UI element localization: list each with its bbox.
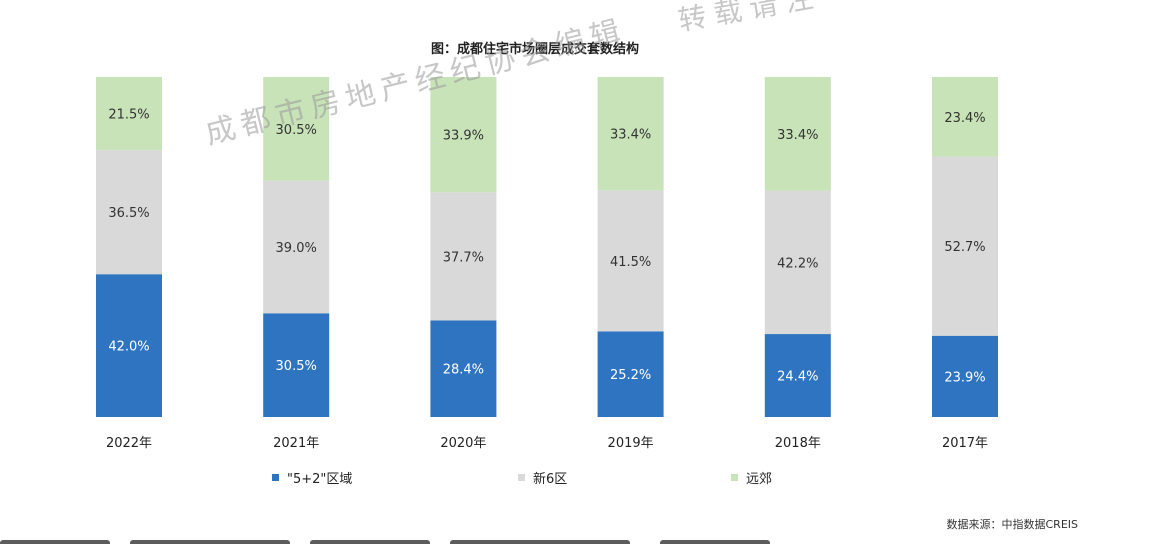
bar-segment-1-4: [764, 190, 831, 335]
data-label: 36.5%: [108, 206, 149, 221]
x-axis-labels: 2022年 2021年 2020年 2019年 2018年 2017年: [106, 436, 988, 451]
bar-segment-1-5: [932, 156, 998, 336]
bar-segment-0-0: [96, 274, 162, 417]
x-tick-label: 2019年: [608, 436, 654, 451]
data-label: 33.4%: [610, 128, 651, 143]
bar-segment-2-2: [430, 77, 497, 193]
data-label: 28.4%: [443, 363, 484, 378]
legend-label-0: "5+2"区域: [287, 472, 352, 487]
bar-segment-1-3: [597, 190, 664, 332]
data-label: 37.7%: [443, 250, 484, 265]
data-label: 33.9%: [443, 129, 484, 144]
data-label: 52.7%: [944, 240, 985, 255]
data-label: 33.4%: [777, 128, 818, 143]
bar-segment-0-3: [597, 331, 664, 417]
legend: "5+2"区域 新6区 远郊: [272, 471, 772, 487]
x-tick-label: 2021年: [273, 436, 319, 451]
bar-segment-0-5: [932, 335, 998, 417]
data-label: 39.0%: [276, 241, 317, 256]
source-note: 数据来源：中指数据CREIS: [947, 517, 1079, 531]
bars-group: 42.0% 36.5% 21.5% 30.5% 39.0% 30.5% 28.4% 37.7%…: [96, 77, 998, 417]
legend-label-1: 新6区: [533, 471, 567, 487]
legend-swatch-1: [518, 474, 525, 481]
bar-segment-1-2: [430, 192, 497, 321]
data-label: 42.2%: [777, 256, 818, 271]
bar-segment-2-0: [96, 77, 162, 151]
bar-segment-2-1: [263, 77, 330, 181]
data-label: 24.4%: [777, 370, 818, 385]
data-label: 23.4%: [944, 111, 985, 126]
bar-segment-0-2: [430, 320, 497, 417]
bar-segment-2-5: [932, 77, 998, 157]
data-label: 21.5%: [108, 108, 149, 123]
x-tick-label: 2022年: [106, 436, 152, 451]
data-label: 23.9%: [944, 370, 985, 385]
data-label: 25.2%: [610, 368, 651, 383]
data-label: 41.5%: [610, 255, 651, 270]
data-label: 30.5%: [276, 359, 317, 374]
data-label: 42.0%: [108, 340, 149, 355]
x-tick-label: 2017年: [942, 436, 988, 451]
chart-title: 图：成都住宅市场圈层成交套数结构: [431, 41, 639, 57]
legend-label-2: 远郊: [746, 471, 772, 487]
bar-segment-0-4: [764, 334, 831, 417]
bar-segment-1-0: [96, 150, 162, 275]
bar-segment-0-1: [263, 313, 330, 417]
data-label: 30.5%: [276, 123, 317, 138]
x-tick-label: 2020年: [440, 436, 486, 451]
cropped-text-strip: [0, 536, 1158, 544]
bar-segment-2-4: [764, 77, 831, 191]
bar-segment-1-1: [263, 180, 330, 314]
legend-swatch-2: [731, 474, 738, 481]
x-tick-label: 2018年: [775, 436, 821, 451]
bar-segment-2-3: [597, 77, 664, 191]
legend-swatch-0: [272, 474, 279, 481]
